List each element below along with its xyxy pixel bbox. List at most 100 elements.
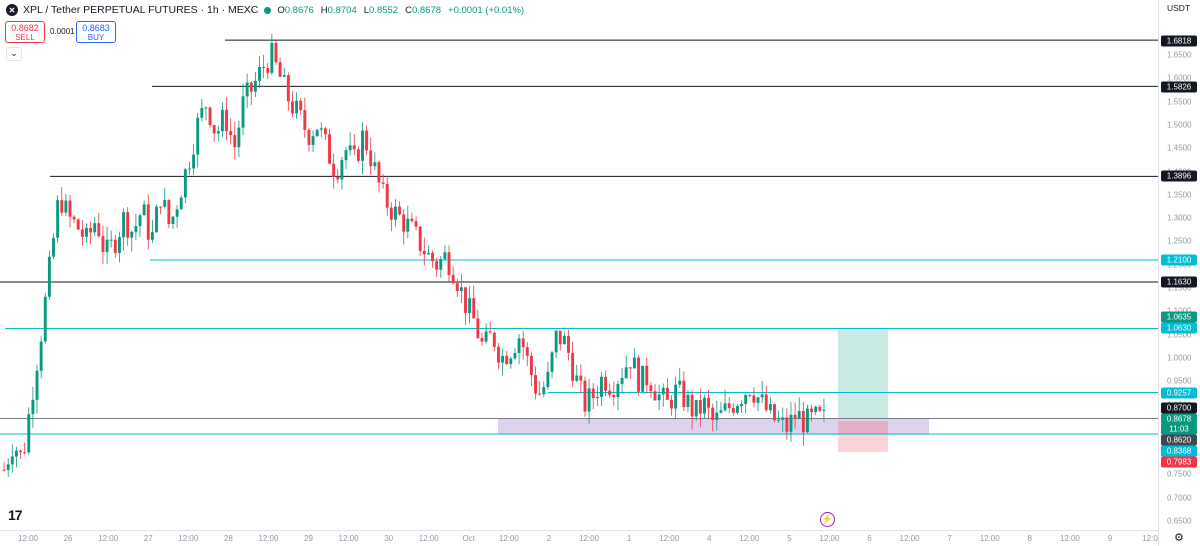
- candle-body: [517, 338, 521, 354]
- candle-body: [431, 252, 434, 262]
- candle-body: [89, 227, 93, 233]
- gear-icon[interactable]: ⚙: [1174, 532, 1184, 544]
- range-zone: [498, 418, 929, 435]
- candle-body: [200, 107, 204, 118]
- candle-body: [315, 129, 319, 137]
- candle-body: [604, 376, 608, 391]
- candle-body: [818, 406, 822, 411]
- candle-body: [785, 417, 789, 432]
- candle-body: [600, 376, 603, 397]
- candle-body: [381, 182, 385, 184]
- candle-body: [278, 62, 282, 77]
- symbol-logo-icon: ✕: [6, 4, 18, 16]
- price-axis-label: 1.2100: [1161, 254, 1197, 266]
- target-zone: [838, 328, 888, 419]
- symbol-title[interactable]: XPL / Tether PERPETUAL FUTURES · 1h · ME…: [23, 4, 259, 16]
- candle-body: [39, 341, 43, 371]
- buy-button[interactable]: 0.8683 BUY: [76, 21, 116, 43]
- candle-body: [509, 358, 513, 365]
- candle-body: [365, 130, 369, 151]
- candle-body: [723, 403, 727, 411]
- candle-body: [245, 82, 249, 97]
- candle-body: [183, 169, 187, 198]
- price-tick-label: 1.0500: [1167, 330, 1192, 340]
- candle-body: [204, 107, 208, 109]
- time-tick-label: 12:00: [338, 534, 359, 543]
- candle-body: [113, 239, 117, 253]
- price-axis-label: 0.8678: [1161, 413, 1197, 425]
- candle-body: [138, 215, 142, 227]
- candle-body: [698, 399, 702, 414]
- time-tick-label: 29: [304, 534, 313, 543]
- currency-selector[interactable]: USDT: [1167, 3, 1191, 13]
- candle-body: [130, 231, 134, 238]
- time-tick-label: 6: [867, 534, 872, 543]
- candle-body: [340, 160, 344, 180]
- collapse-chevron-icon[interactable]: ⌄: [6, 47, 22, 61]
- candle-body: [274, 42, 278, 63]
- candle-body: [19, 450, 22, 453]
- candle-body: [455, 283, 459, 292]
- candle-body: [620, 377, 624, 384]
- candle-body: [748, 394, 752, 396]
- ohlc-open: O0.8676: [277, 4, 314, 16]
- price-chart-canvas[interactable]: [0, 20, 1158, 530]
- candle-body: [253, 80, 257, 92]
- candle-body: [348, 145, 352, 151]
- time-tick-label: 5: [787, 534, 792, 543]
- candle-body: [64, 200, 68, 213]
- time-tick-label: 12:00: [498, 534, 519, 543]
- candle-body: [546, 371, 550, 388]
- candle-body: [661, 387, 665, 395]
- candle-body: [447, 252, 451, 275]
- candle-body: [27, 414, 31, 453]
- lightning-icon[interactable]: ⚡: [820, 512, 835, 527]
- candle-body: [6, 464, 10, 471]
- candle-body: [768, 404, 772, 411]
- ohlc-change: +0.0001 (+0.01%): [448, 4, 525, 16]
- candle-body: [789, 414, 793, 432]
- candle-body: [707, 397, 711, 408]
- candle-body: [777, 419, 781, 421]
- price-tick-label: 1.3000: [1167, 213, 1192, 223]
- sell-price: 0.8682: [11, 23, 39, 33]
- candle-body: [410, 218, 414, 222]
- time-tick-label: 12:00: [899, 534, 920, 543]
- candle-body: [484, 331, 488, 342]
- candle-body: [538, 393, 542, 395]
- time-axis[interactable]: 12:00 26 12:00 27 12:00 28 12:00 29 12:00 30 12:00…: [0, 530, 1158, 546]
- price-axis-label: 1.6818: [1161, 35, 1197, 47]
- candle-body: [534, 375, 537, 394]
- candle-body: [468, 298, 472, 313]
- candle-body: [208, 107, 212, 126]
- candle-body: [711, 407, 715, 421]
- candle-body: [369, 150, 373, 167]
- time-tick-label: 26: [63, 534, 73, 543]
- candle-body: [299, 100, 303, 111]
- candle-body: [241, 96, 245, 128]
- sell-label: SELL: [15, 33, 35, 42]
- time-tick-label: 9: [1107, 534, 1113, 543]
- candle-body: [488, 331, 492, 333]
- candle-body: [678, 380, 682, 385]
- candle-body: [806, 408, 809, 433]
- time-tick-label: 1: [626, 534, 632, 543]
- candle-body: [575, 375, 579, 381]
- candle-body: [311, 136, 315, 145]
- time-tick-label: 12:00: [418, 534, 439, 543]
- candle-body: [159, 206, 163, 208]
- candle-body: [117, 237, 121, 253]
- candle-body: [385, 183, 389, 208]
- price-axis[interactable]: USDT 1.65001.60001.55001.50001.45001.400…: [1158, 0, 1200, 546]
- candle-body: [542, 387, 546, 395]
- time-tick-label: 12:00: [578, 534, 600, 543]
- market-status-icon: [264, 6, 272, 14]
- candle-body: [513, 353, 517, 359]
- candle-body: [414, 221, 418, 227]
- spread-value: 0.0001: [50, 27, 75, 36]
- sell-button[interactable]: 0.8682 SELL: [5, 21, 45, 43]
- time-tick-label: 12:00: [98, 534, 119, 543]
- candle-body: [47, 256, 51, 297]
- candle-body: [307, 129, 311, 145]
